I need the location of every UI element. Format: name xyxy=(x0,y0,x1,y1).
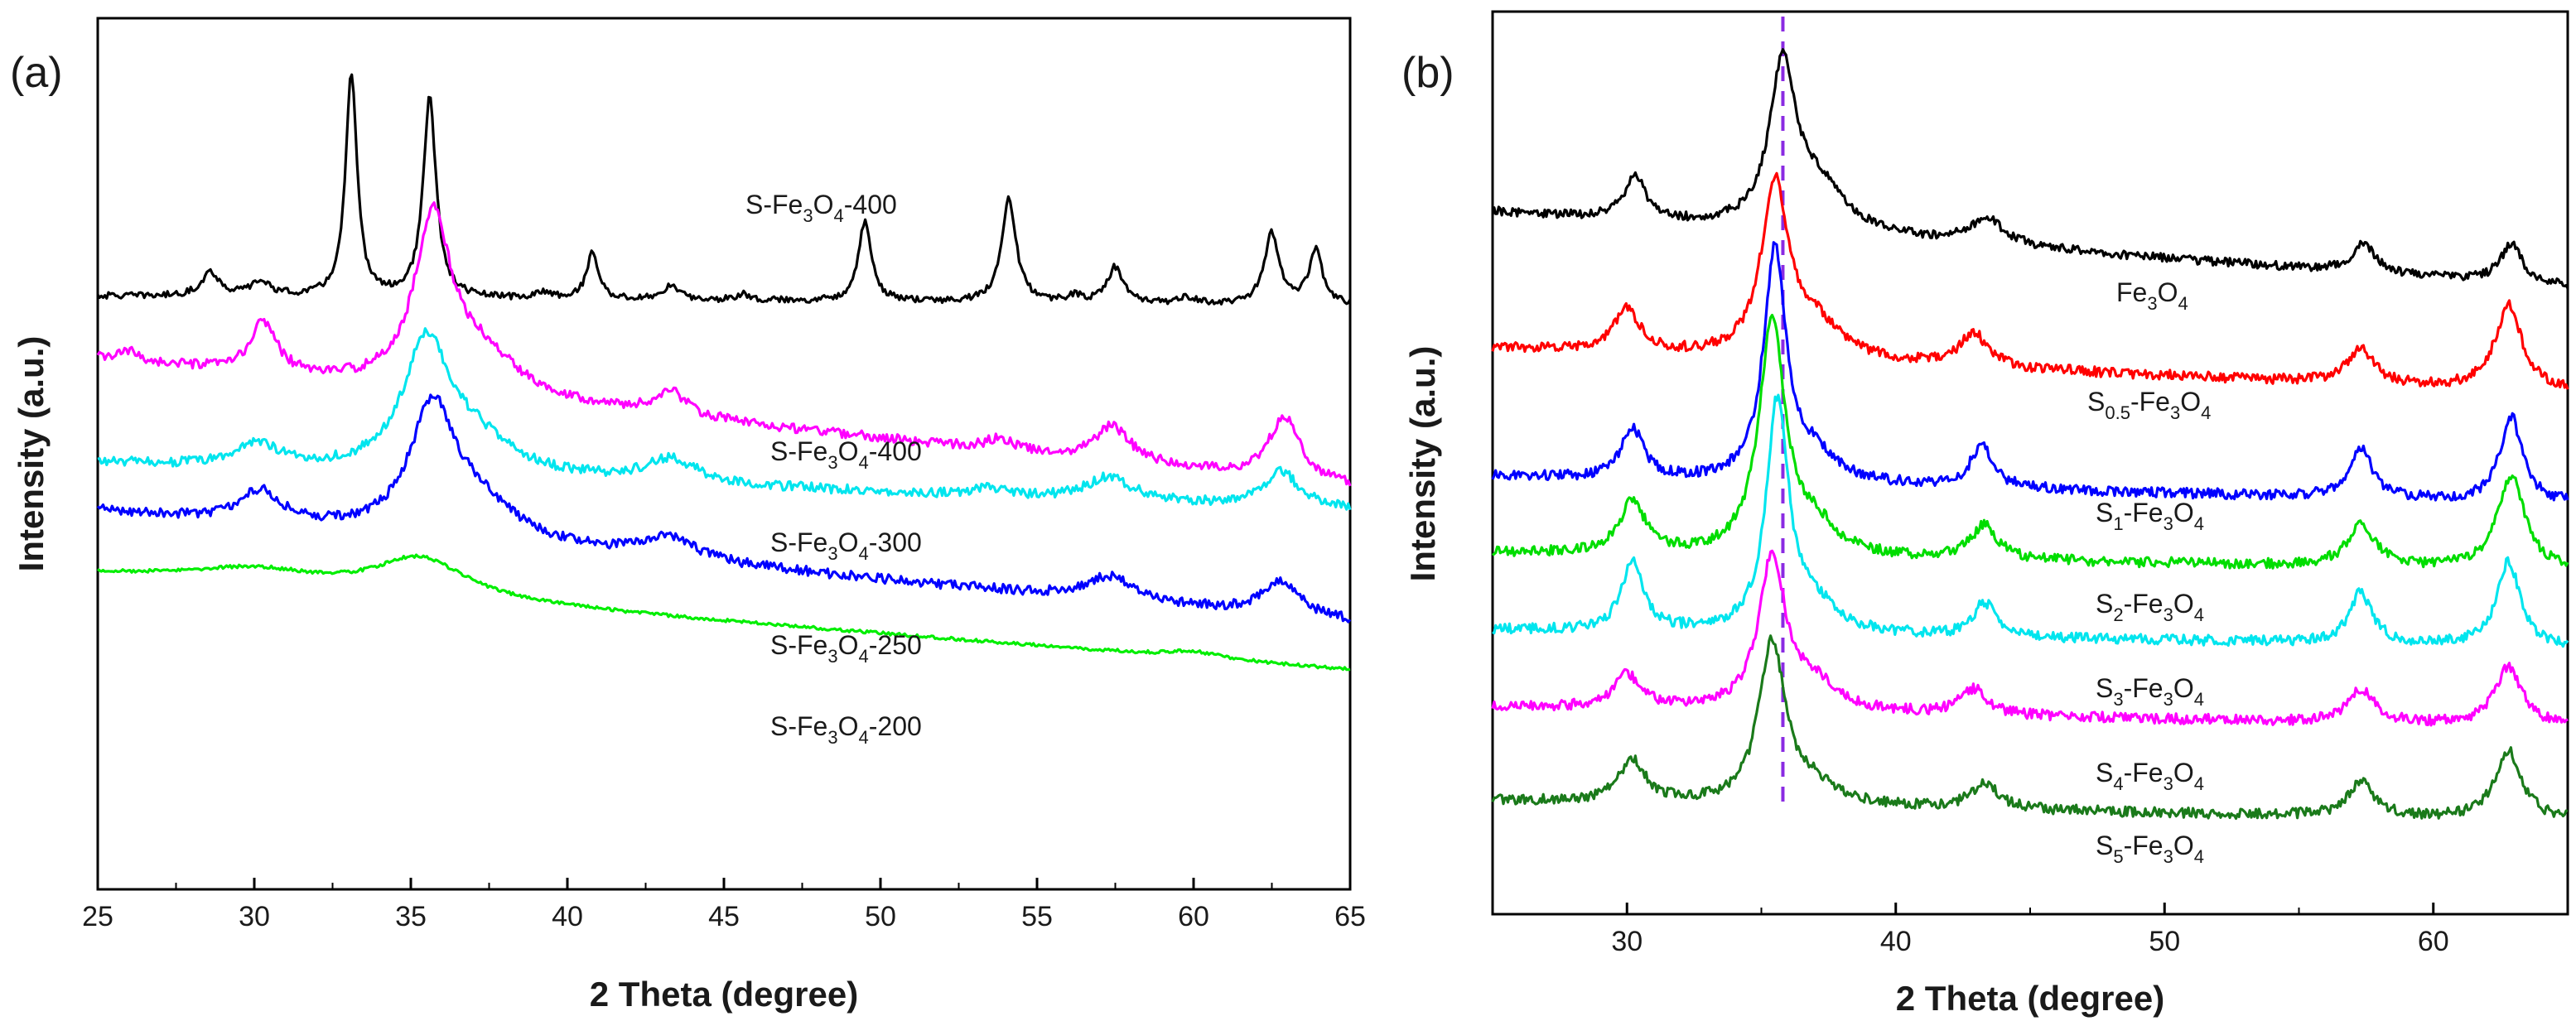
panel-a-chart: (a) 25 30 35 40 45 50 55 60 65 S-Fe3O4-400S-Fe3O… xyxy=(10,17,1366,1014)
x-tick-label: 55 xyxy=(1021,901,1053,932)
series-line xyxy=(96,201,1352,487)
series-line xyxy=(1491,634,2569,820)
series-line xyxy=(1491,549,2569,727)
series-label: S-Fe3O4-250 xyxy=(770,630,922,667)
panel-b-y-axis-title: Intensity (a.u.) xyxy=(1403,346,1442,582)
series-line xyxy=(1492,393,2569,648)
series-line xyxy=(1491,313,2569,570)
series-label: Fe3O4 xyxy=(2116,277,2188,314)
x-tick-label: 30 xyxy=(239,901,270,932)
series-line xyxy=(96,393,1352,624)
x-tick-label: 50 xyxy=(865,901,896,932)
x-tick-label: 50 xyxy=(2149,926,2180,957)
x-tick-label: 40 xyxy=(552,901,583,932)
x-tick-label: 60 xyxy=(1178,901,1209,932)
series-line xyxy=(97,327,1352,511)
series-line xyxy=(96,73,1352,306)
x-tick-label: 65 xyxy=(1334,901,1366,932)
panel-a-series-labels: S-Fe3O4-400 S-Fe3O4-400 S-Fe3O4-300 S-Fe3O4… xyxy=(745,190,922,748)
series-label: S1-Fe3O4 xyxy=(2096,498,2204,534)
series-label: S0.5-Fe3O4 xyxy=(2087,387,2211,423)
series-line xyxy=(1491,171,2569,390)
series-line xyxy=(1491,48,2569,289)
panel-a-series xyxy=(96,73,1352,672)
series-label: S-Fe3O4-300 xyxy=(770,527,922,564)
panel-b-series-labels: Fe3O4 S0.5-Fe3O4 S1-Fe3O4 S2-Fe3O4 S3-Fe3O4 S… xyxy=(2087,277,2211,867)
panel-a-y-axis-title: Intensity (a.u.) xyxy=(12,336,51,572)
x-tick-label: 35 xyxy=(395,901,427,932)
series-label: S3-Fe3O4 xyxy=(2096,673,2204,710)
x-tick-label: 45 xyxy=(708,901,740,932)
panel-a-label: (a) xyxy=(10,49,63,97)
series-label: S-Fe3O4-400 xyxy=(770,436,922,473)
panel-a-x-ticks: 25 30 35 40 45 50 55 60 65 xyxy=(82,878,1366,932)
series-label: S5-Fe3O4 xyxy=(2096,831,2204,867)
series-label: S-Fe3O4-200 xyxy=(770,711,922,748)
series-label: S2-Fe3O4 xyxy=(2096,589,2204,625)
series-line xyxy=(97,553,1351,672)
panel-a-x-axis-title: 2 Theta (degree) xyxy=(590,975,858,1014)
x-tick-label: 30 xyxy=(1611,926,1643,957)
x-tick-label: 25 xyxy=(82,901,113,932)
x-tick-label: 60 xyxy=(2418,926,2449,957)
panel-b-x-axis-title: 2 Theta (degree) xyxy=(1896,979,2164,1018)
series-label: S-Fe3O4-400 xyxy=(745,190,897,226)
series-label: S4-Fe3O4 xyxy=(2096,758,2204,794)
panel-b-chart: (b) 30 40 50 60 Fe3O4 S0.5-Fe3O4 S1-Fe3O4 S2-F… xyxy=(1401,10,2569,1018)
panel-b-series xyxy=(1491,48,2569,820)
panel-b-x-ticks: 30 40 50 60 xyxy=(1611,903,2449,957)
series-line xyxy=(1491,241,2569,502)
x-tick-label: 40 xyxy=(1880,926,1912,957)
panel-b-label: (b) xyxy=(1401,49,1454,97)
